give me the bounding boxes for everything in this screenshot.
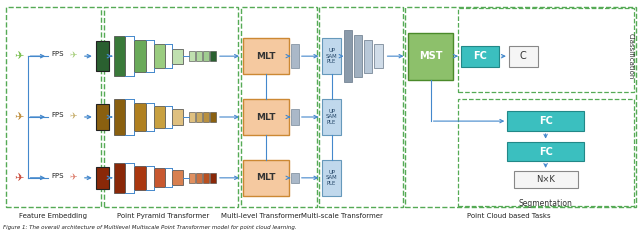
Bar — [172, 170, 183, 185]
Bar — [189, 51, 195, 61]
Bar — [344, 30, 352, 82]
Bar — [322, 38, 341, 74]
Bar — [154, 44, 165, 68]
Bar — [114, 36, 125, 76]
Bar — [196, 172, 202, 183]
Bar — [210, 51, 216, 61]
Text: ✈: ✈ — [70, 173, 77, 182]
Bar — [243, 99, 289, 135]
Bar — [154, 106, 165, 128]
Text: N×K: N×K — [536, 175, 555, 184]
Bar — [172, 110, 183, 124]
Text: FPS: FPS — [51, 51, 64, 57]
Bar — [507, 142, 584, 161]
Bar — [408, 33, 453, 80]
Bar — [134, 40, 146, 72]
Text: MLT: MLT — [257, 173, 276, 182]
Text: Classification: Classification — [627, 33, 634, 79]
Bar — [114, 99, 125, 135]
Text: MST: MST — [419, 51, 442, 61]
Text: FPS: FPS — [51, 172, 64, 179]
Bar — [203, 172, 209, 183]
Bar — [134, 166, 146, 190]
Bar — [514, 171, 578, 188]
Text: Segmentation: Segmentation — [518, 199, 573, 208]
Bar — [322, 160, 341, 196]
Bar — [154, 168, 165, 187]
Bar — [243, 160, 289, 196]
Bar — [114, 163, 125, 193]
Text: ✈: ✈ — [15, 112, 24, 122]
Text: Multi-scale Transformer: Multi-scale Transformer — [301, 213, 383, 219]
Text: UP
SAM
PLE: UP SAM PLE — [326, 170, 337, 186]
Bar — [6, 7, 101, 207]
Text: C: C — [520, 51, 527, 61]
Text: Point Pyramid Transformer: Point Pyramid Transformer — [117, 213, 209, 219]
Bar — [405, 7, 636, 207]
Bar — [189, 172, 195, 183]
Bar — [322, 99, 341, 135]
Text: ✈: ✈ — [15, 51, 24, 61]
Bar — [96, 41, 109, 71]
Text: Point Cloud based Tasks: Point Cloud based Tasks — [467, 213, 550, 219]
Bar — [461, 46, 499, 67]
Bar — [509, 46, 538, 67]
Bar — [291, 109, 299, 125]
Text: FC: FC — [539, 116, 552, 126]
Bar — [210, 172, 216, 183]
Bar — [241, 7, 317, 207]
Text: Feature Embedding: Feature Embedding — [19, 213, 87, 219]
Text: UP
SAM
PLE: UP SAM PLE — [326, 48, 337, 64]
Bar — [96, 167, 109, 189]
Bar — [354, 35, 362, 77]
Bar — [243, 38, 289, 74]
Text: ✈: ✈ — [70, 113, 77, 121]
Bar — [458, 99, 634, 206]
Text: ✈: ✈ — [15, 173, 24, 183]
Bar — [319, 7, 403, 207]
Bar — [291, 44, 299, 68]
Text: FC: FC — [473, 51, 487, 61]
Bar — [189, 112, 195, 122]
Text: MLT: MLT — [257, 113, 276, 121]
Bar — [291, 172, 299, 183]
Bar — [196, 112, 202, 122]
Text: UP
SAM
PLE: UP SAM PLE — [326, 109, 337, 125]
Bar — [507, 111, 584, 131]
Bar — [374, 44, 383, 68]
Bar — [96, 104, 109, 130]
Bar — [458, 8, 634, 92]
Bar — [364, 40, 372, 73]
Bar — [210, 112, 216, 122]
Text: FC: FC — [539, 146, 552, 157]
Text: FPS: FPS — [51, 112, 64, 118]
Bar — [104, 7, 238, 207]
Text: Multi-level Transformer: Multi-level Transformer — [221, 213, 301, 219]
Text: ✈: ✈ — [70, 52, 77, 61]
Text: Figure 1: The overall architecture of Multilevel Multiscale Point Transformer mo: Figure 1: The overall architecture of Mu… — [3, 225, 297, 230]
Bar — [196, 51, 202, 61]
Bar — [134, 103, 146, 131]
Bar — [203, 51, 209, 61]
Bar — [203, 112, 209, 122]
Bar — [172, 48, 183, 64]
Text: MLT: MLT — [257, 52, 276, 61]
